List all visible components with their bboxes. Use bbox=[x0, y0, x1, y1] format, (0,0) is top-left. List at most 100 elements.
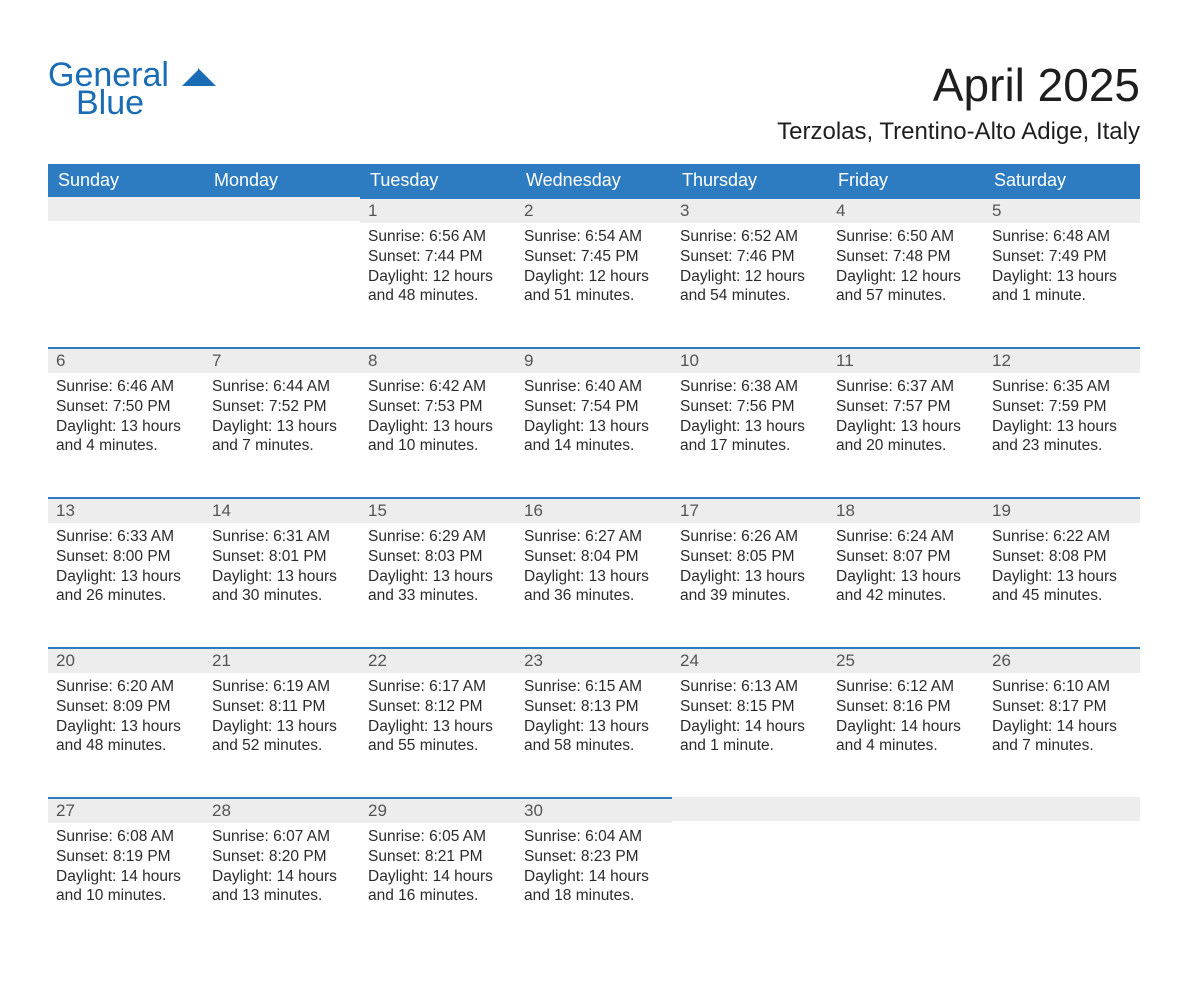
day-number bbox=[204, 197, 360, 221]
day-number: 14 bbox=[204, 497, 360, 523]
day-d2: and 10 minutes. bbox=[368, 436, 508, 456]
day-number bbox=[48, 197, 204, 221]
daynum-cell: 19 bbox=[984, 497, 1140, 523]
daynum-cell: 3 bbox=[672, 197, 828, 223]
day-number: 22 bbox=[360, 647, 516, 673]
daynum-cell: 5 bbox=[984, 197, 1140, 223]
day-number: 8 bbox=[360, 347, 516, 373]
day-cell: Sunrise: 6:05 AMSunset: 8:21 PMDaylight:… bbox=[360, 823, 516, 947]
daynum-cell: 10 bbox=[672, 347, 828, 373]
day-ss: Sunset: 8:01 PM bbox=[212, 547, 352, 567]
day-cell-body: Sunrise: 6:54 AMSunset: 7:45 PMDaylight:… bbox=[516, 223, 672, 312]
day-sr: Sunrise: 6:38 AM bbox=[680, 377, 820, 397]
day-d1: Daylight: 13 hours bbox=[212, 417, 352, 437]
day-cell: Sunrise: 6:12 AMSunset: 8:16 PMDaylight:… bbox=[828, 673, 984, 797]
day-number: 21 bbox=[204, 647, 360, 673]
day-cell-body: Sunrise: 6:22 AMSunset: 8:08 PMDaylight:… bbox=[984, 523, 1140, 612]
daynum-cell: 4 bbox=[828, 197, 984, 223]
day-number: 2 bbox=[516, 197, 672, 223]
day-d2: and 45 minutes. bbox=[992, 586, 1132, 606]
day-number: 24 bbox=[672, 647, 828, 673]
day-cell: Sunrise: 6:13 AMSunset: 8:15 PMDaylight:… bbox=[672, 673, 828, 797]
daynum-cell: 9 bbox=[516, 347, 672, 373]
daynum-cell: 2 bbox=[516, 197, 672, 223]
day-cell-body: Sunrise: 6:37 AMSunset: 7:57 PMDaylight:… bbox=[828, 373, 984, 462]
week-daynum-row: 12345 bbox=[48, 197, 1140, 223]
day-d2: and 54 minutes. bbox=[680, 286, 820, 306]
day-d2: and 4 minutes. bbox=[836, 736, 976, 756]
day-number: 11 bbox=[828, 347, 984, 373]
daynum-cell: 18 bbox=[828, 497, 984, 523]
day-ss: Sunset: 7:57 PM bbox=[836, 397, 976, 417]
week-content-row: Sunrise: 6:56 AMSunset: 7:44 PMDaylight:… bbox=[48, 223, 1140, 347]
day-cell-body: Sunrise: 6:04 AMSunset: 8:23 PMDaylight:… bbox=[516, 823, 672, 912]
day-cell: Sunrise: 6:20 AMSunset: 8:09 PMDaylight:… bbox=[48, 673, 204, 797]
day-d2: and 26 minutes. bbox=[56, 586, 196, 606]
day-cell-body: Sunrise: 6:38 AMSunset: 7:56 PMDaylight:… bbox=[672, 373, 828, 462]
day-number: 3 bbox=[672, 197, 828, 223]
day-cell-body: Sunrise: 6:33 AMSunset: 8:00 PMDaylight:… bbox=[48, 523, 204, 612]
month-title: April 2025 bbox=[777, 58, 1140, 112]
day-d1: Daylight: 13 hours bbox=[368, 567, 508, 587]
day-d1: Daylight: 13 hours bbox=[212, 567, 352, 587]
day-d1: Daylight: 13 hours bbox=[680, 567, 820, 587]
day-ss: Sunset: 8:11 PM bbox=[212, 697, 352, 717]
daynum-cell: 28 bbox=[204, 797, 360, 823]
day-number: 28 bbox=[204, 797, 360, 823]
day-cell-body: Sunrise: 6:26 AMSunset: 8:05 PMDaylight:… bbox=[672, 523, 828, 612]
day-d2: and 57 minutes. bbox=[836, 286, 976, 306]
day-sr: Sunrise: 6:27 AM bbox=[524, 527, 664, 547]
daynum-cell: 21 bbox=[204, 647, 360, 673]
day-cell-body: Sunrise: 6:50 AMSunset: 7:48 PMDaylight:… bbox=[828, 223, 984, 312]
daynum-cell: 1 bbox=[360, 197, 516, 223]
day-cell-body: Sunrise: 6:31 AMSunset: 8:01 PMDaylight:… bbox=[204, 523, 360, 612]
daynum-cell bbox=[48, 197, 204, 223]
day-cell: Sunrise: 6:29 AMSunset: 8:03 PMDaylight:… bbox=[360, 523, 516, 647]
day-ss: Sunset: 7:59 PM bbox=[992, 397, 1132, 417]
day-cell: Sunrise: 6:44 AMSunset: 7:52 PMDaylight:… bbox=[204, 373, 360, 497]
daynum-cell: 12 bbox=[984, 347, 1140, 373]
day-d2: and 33 minutes. bbox=[368, 586, 508, 606]
day-number: 7 bbox=[204, 347, 360, 373]
weekday-header: Sunday bbox=[48, 164, 204, 197]
day-number: 29 bbox=[360, 797, 516, 823]
day-number: 23 bbox=[516, 647, 672, 673]
daynum-cell bbox=[672, 797, 828, 823]
day-cell-body: Sunrise: 6:46 AMSunset: 7:50 PMDaylight:… bbox=[48, 373, 204, 462]
weekday-row: SundayMondayTuesdayWednesdayThursdayFrid… bbox=[48, 164, 1140, 197]
day-d1: Daylight: 14 hours bbox=[368, 867, 508, 887]
day-d1: Daylight: 13 hours bbox=[524, 717, 664, 737]
day-number: 15 bbox=[360, 497, 516, 523]
week-content-row: Sunrise: 6:33 AMSunset: 8:00 PMDaylight:… bbox=[48, 523, 1140, 647]
daynum-cell: 30 bbox=[516, 797, 672, 823]
day-d1: Daylight: 13 hours bbox=[56, 717, 196, 737]
day-cell-body: Sunrise: 6:15 AMSunset: 8:13 PMDaylight:… bbox=[516, 673, 672, 762]
day-d2: and 51 minutes. bbox=[524, 286, 664, 306]
day-d1: Daylight: 12 hours bbox=[368, 267, 508, 287]
day-sr: Sunrise: 6:33 AM bbox=[56, 527, 196, 547]
day-ss: Sunset: 8:16 PM bbox=[836, 697, 976, 717]
day-cell: Sunrise: 6:04 AMSunset: 8:23 PMDaylight:… bbox=[516, 823, 672, 947]
day-cell-body: Sunrise: 6:12 AMSunset: 8:16 PMDaylight:… bbox=[828, 673, 984, 762]
day-ss: Sunset: 7:56 PM bbox=[680, 397, 820, 417]
day-sr: Sunrise: 6:42 AM bbox=[368, 377, 508, 397]
daynum-cell: 8 bbox=[360, 347, 516, 373]
day-cell-body: Sunrise: 6:08 AMSunset: 8:19 PMDaylight:… bbox=[48, 823, 204, 912]
day-d1: Daylight: 13 hours bbox=[56, 567, 196, 587]
day-d2: and 48 minutes. bbox=[56, 736, 196, 756]
calendar-page: General Blue April 2025 Terzolas, Trenti… bbox=[0, 0, 1188, 997]
calendar-table: SundayMondayTuesdayWednesdayThursdayFrid… bbox=[48, 164, 1140, 947]
day-cell bbox=[672, 823, 828, 947]
day-cell-body: Sunrise: 6:20 AMSunset: 8:09 PMDaylight:… bbox=[48, 673, 204, 762]
day-sr: Sunrise: 6:31 AM bbox=[212, 527, 352, 547]
weekday-header: Saturday bbox=[984, 164, 1140, 197]
daynum-cell: 29 bbox=[360, 797, 516, 823]
weekday-header: Thursday bbox=[672, 164, 828, 197]
day-sr: Sunrise: 6:04 AM bbox=[524, 827, 664, 847]
day-cell-body: Sunrise: 6:56 AMSunset: 7:44 PMDaylight:… bbox=[360, 223, 516, 312]
daynum-cell: 16 bbox=[516, 497, 672, 523]
daynum-cell: 7 bbox=[204, 347, 360, 373]
day-sr: Sunrise: 6:29 AM bbox=[368, 527, 508, 547]
day-number: 10 bbox=[672, 347, 828, 373]
daynum-cell bbox=[828, 797, 984, 823]
